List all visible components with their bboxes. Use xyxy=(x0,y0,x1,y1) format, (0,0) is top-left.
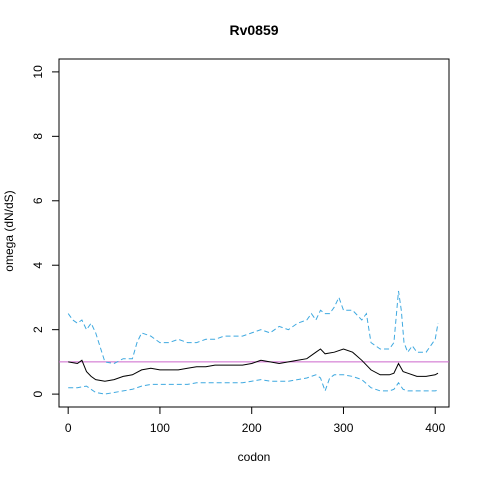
y-tick-label: 10 xyxy=(31,65,45,79)
upper-bound-line xyxy=(67,290,439,365)
y-tick-label: 4 xyxy=(31,262,45,269)
x-tick-label: 0 xyxy=(65,421,72,435)
y-axis-label: omega (dN/dS) xyxy=(2,190,16,271)
y-axis: 0 2 4 6 8 10 xyxy=(31,65,60,397)
y-tick-label: 0 xyxy=(31,390,45,397)
x-axis-label: codon xyxy=(238,450,271,464)
chart-title: Rv0859 xyxy=(229,22,278,38)
x-tick-label: 400 xyxy=(425,421,445,435)
x-tick-label: 200 xyxy=(242,421,262,435)
x-tick-label: 300 xyxy=(333,421,353,435)
omega-line xyxy=(68,348,439,382)
x-axis: 0 100 200 300 400 xyxy=(65,406,446,435)
lower-bound-line xyxy=(68,374,439,395)
y-tick-label: 6 xyxy=(31,197,45,204)
y-tick-label: 8 xyxy=(31,133,45,140)
x-tick-label: 100 xyxy=(150,421,170,435)
plot-area xyxy=(59,290,449,395)
plot-frame xyxy=(58,58,450,408)
y-tick-label: 2 xyxy=(31,326,45,333)
